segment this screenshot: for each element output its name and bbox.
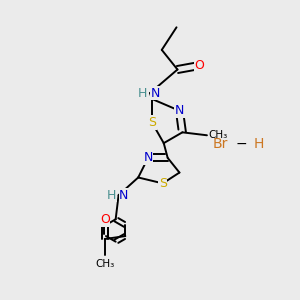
Text: CH₃: CH₃ <box>95 259 114 269</box>
Text: H: H <box>106 189 116 202</box>
Text: O: O <box>100 213 110 226</box>
Text: S: S <box>148 116 156 129</box>
Text: O: O <box>194 59 204 72</box>
Text: H: H <box>254 137 264 151</box>
Text: S: S <box>159 177 167 190</box>
Text: CH₃: CH₃ <box>208 130 228 140</box>
Text: H: H <box>138 87 147 100</box>
Text: N: N <box>143 152 153 164</box>
Text: −: − <box>236 137 247 151</box>
Text: N: N <box>175 104 184 117</box>
Text: Br: Br <box>213 137 228 151</box>
Text: N: N <box>119 189 129 202</box>
Text: N: N <box>151 87 160 100</box>
